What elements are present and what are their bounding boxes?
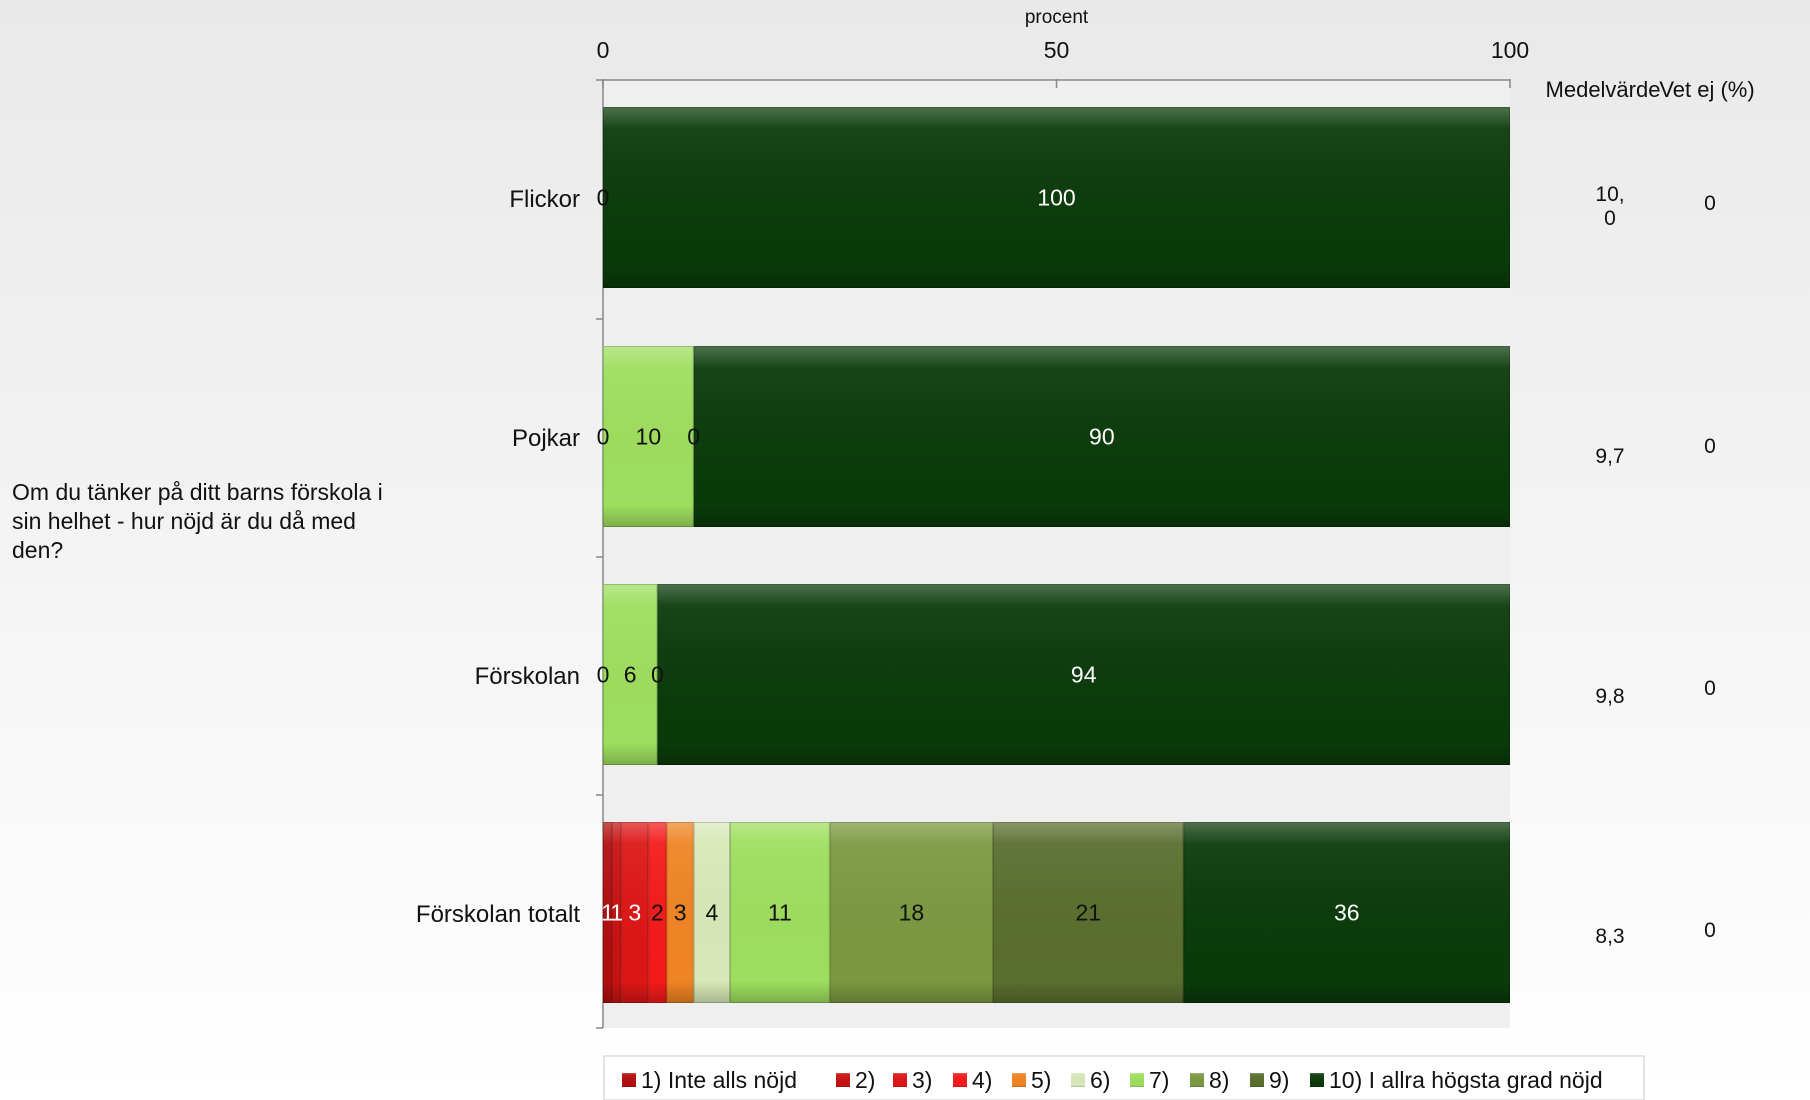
bar-shading <box>729 822 830 1003</box>
legend-label: 2) <box>855 1067 875 1093</box>
bar-outline <box>657 584 1510 765</box>
data-label: 100 <box>1037 185 1075 211</box>
vet-ej-value: 0 <box>1704 435 1716 458</box>
medelvarde-value: 8,3 <box>1595 925 1624 948</box>
x-tick-label: 50 <box>1044 37 1070 63</box>
legend-swatch-shading <box>1130 1073 1144 1087</box>
data-label: 6 <box>624 662 637 688</box>
data-label: 1 <box>610 900 623 926</box>
data-label: 94 <box>1071 662 1097 688</box>
x-axis-title: procent <box>1025 7 1089 28</box>
legend-label: 1) Inte alls nöjd <box>641 1067 797 1093</box>
bar-outline <box>829 822 994 1003</box>
legend-label: 3) <box>912 1067 932 1093</box>
x-tick-label: 100 <box>1491 37 1529 63</box>
legend-swatch-shading <box>1310 1073 1324 1087</box>
data-label: 4 <box>705 900 718 926</box>
legend-swatch-shading <box>1190 1073 1204 1087</box>
data-label: 0 <box>651 662 664 688</box>
data-label: 36 <box>1334 900 1360 926</box>
bar-shading <box>829 822 994 1003</box>
bar-shading <box>648 822 667 1003</box>
medelvarde-value: 10, <box>1595 183 1624 206</box>
legend-swatch-shading <box>953 1073 967 1087</box>
medelvarde-header: Medelvärde <box>1546 77 1661 102</box>
bar-outline <box>612 822 622 1003</box>
bar-shading <box>603 822 613 1003</box>
bar-outline <box>603 822 613 1003</box>
legend-label: 7) <box>1149 1067 1169 1093</box>
bar-shading <box>693 822 730 1003</box>
category-label: Flickor <box>509 186 580 213</box>
legend-swatch-shading <box>836 1073 850 1087</box>
bar-outline <box>666 822 694 1003</box>
bar-outline <box>693 346 1510 527</box>
legend-swatch-shading <box>622 1073 636 1087</box>
bar-shading <box>693 346 1510 527</box>
data-label: 0 <box>597 424 610 450</box>
category-label: Förskolan <box>475 663 580 690</box>
data-label: 2 <box>651 900 664 926</box>
data-label: 11 <box>768 900 792 926</box>
legend-label: 4) <box>972 1067 992 1093</box>
legend-swatch-shading <box>1012 1073 1026 1087</box>
legend-label: 9) <box>1269 1067 1289 1093</box>
vet-ej-value: 0 <box>1704 192 1716 215</box>
bar-shading <box>612 822 622 1003</box>
bar-shading <box>657 584 1510 765</box>
bar-outline <box>603 584 658 765</box>
medelvarde-value: 0 <box>1604 207 1616 230</box>
data-label: 0 <box>687 424 700 450</box>
bar-shading <box>666 822 694 1003</box>
data-label: 3 <box>628 900 641 926</box>
legend-swatch-shading <box>1250 1073 1264 1087</box>
data-label: 0 <box>597 662 610 688</box>
vet-ej-value: 0 <box>1704 919 1716 942</box>
x-tick-label: 0 <box>597 37 610 63</box>
legend-label: 6) <box>1090 1067 1110 1093</box>
bar-shading <box>621 822 649 1003</box>
bar-outline <box>693 822 730 1003</box>
data-label: 1 <box>601 900 614 926</box>
bar-outline <box>603 107 1510 288</box>
bar-outline <box>729 822 830 1003</box>
legend-swatch-shading <box>1071 1073 1085 1087</box>
bar-shading <box>993 822 1184 1003</box>
data-label: 90 <box>1089 424 1115 450</box>
medelvarde-value: 9,8 <box>1595 685 1624 708</box>
legend-label: 8) <box>1209 1067 1229 1093</box>
bar-outline <box>648 822 667 1003</box>
data-label: 3 <box>674 900 687 926</box>
bar-outline <box>603 346 694 527</box>
question-text: Om du tänker på ditt barns förskola i si… <box>12 479 383 563</box>
legend-label: 10) I allra högsta grad nöjd <box>1329 1067 1603 1093</box>
category-label: Pojkar <box>512 425 580 452</box>
medelvarde-value: 9,7 <box>1595 445 1624 468</box>
bar-shading <box>603 584 658 765</box>
bar-outline <box>993 822 1184 1003</box>
bar-outline <box>621 822 649 1003</box>
data-label: 0 <box>597 185 610 211</box>
vet-ej-header: Vet ej (%) <box>1659 77 1754 102</box>
legend-swatch-shading <box>893 1073 907 1087</box>
bar-shading <box>603 107 1510 288</box>
bar-outline <box>1183 822 1510 1003</box>
bar-shading <box>1183 822 1510 1003</box>
legend-box <box>603 1055 1645 1100</box>
data-label: 18 <box>899 900 925 926</box>
vet-ej-value: 0 <box>1704 677 1716 700</box>
legend-label: 5) <box>1031 1067 1051 1093</box>
bar-shading <box>603 346 694 527</box>
data-label: 21 <box>1075 900 1101 926</box>
data-label: 10 <box>636 424 662 450</box>
category-label: Förskolan totalt <box>416 901 580 928</box>
